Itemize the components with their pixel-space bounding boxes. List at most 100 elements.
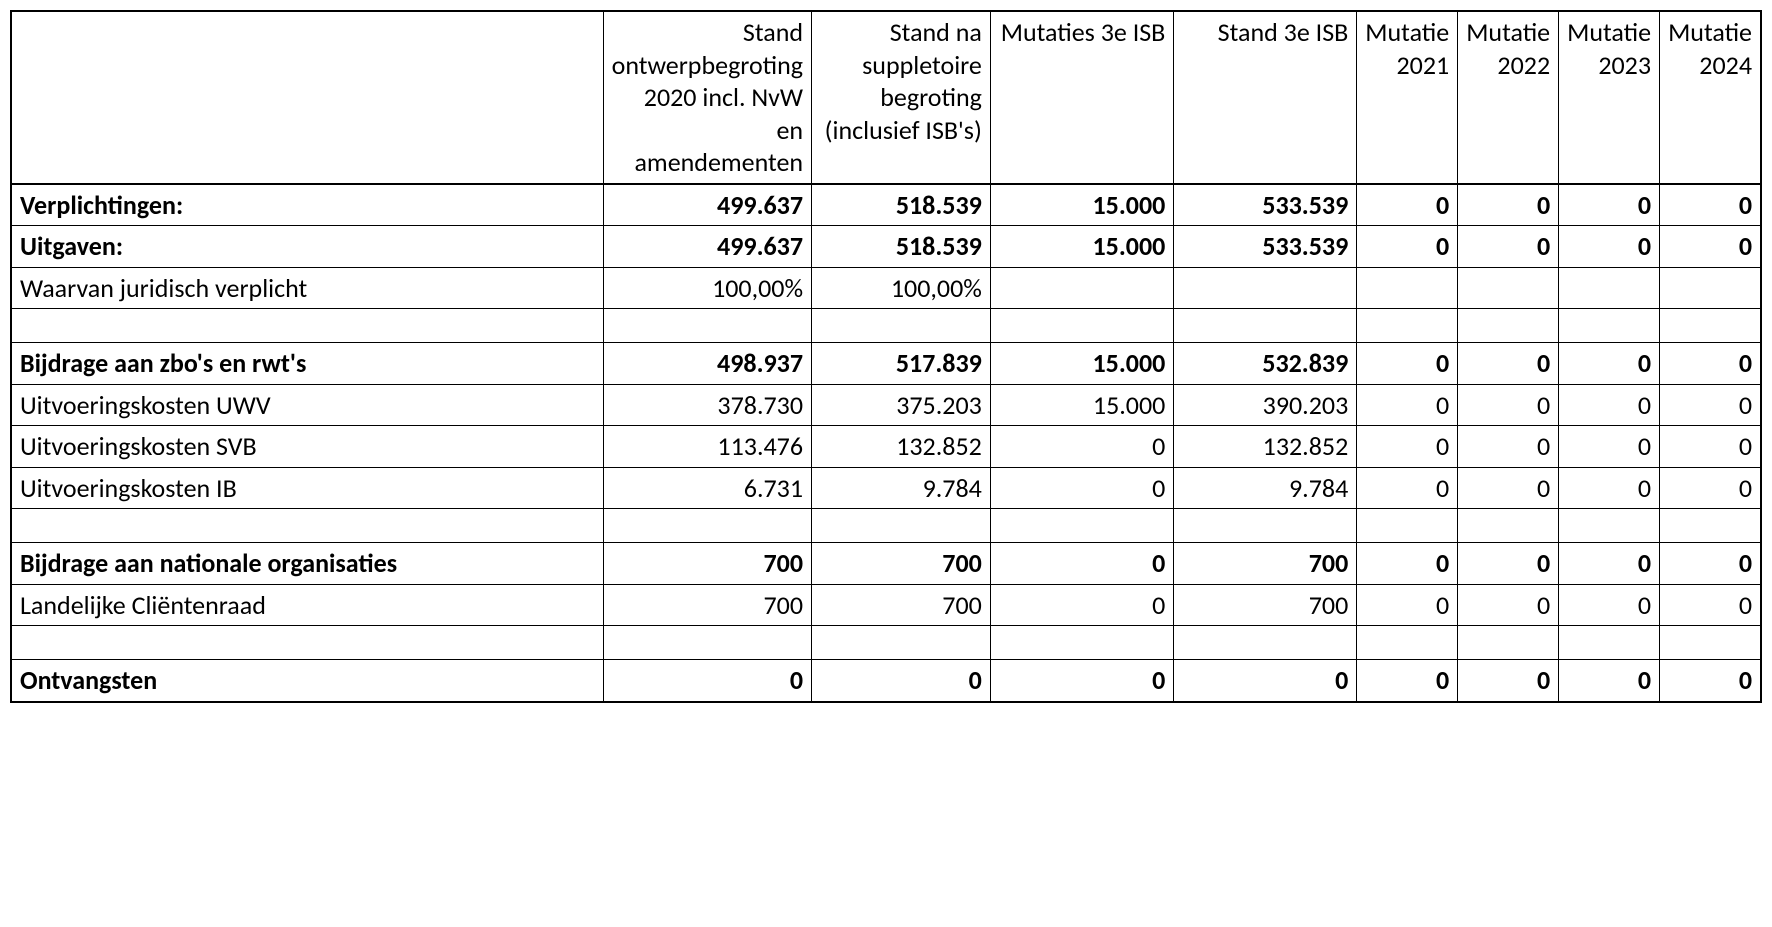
row-value: 0 (812, 660, 991, 702)
row-value (1559, 509, 1660, 543)
row-value: 9.784 (1174, 467, 1357, 509)
table-body: Verplichtingen:499.637518.53915.000533.5… (11, 184, 1761, 702)
row-value: 0 (1559, 426, 1660, 468)
col-header-3: Mutaties 3e ISB (990, 11, 1174, 184)
row-value: 15.000 (990, 226, 1174, 268)
row-value: 6.731 (603, 467, 811, 509)
row-value: 100,00% (812, 267, 991, 309)
row-value (1357, 309, 1458, 343)
row-value: 0 (1357, 226, 1458, 268)
row-value: 0 (1559, 343, 1660, 385)
row-value: 132.852 (1174, 426, 1357, 468)
col-header-2: Stand na suppletoire begroting (inclusie… (812, 11, 991, 184)
row-value: 0 (990, 584, 1174, 626)
table-row: Ontvangsten00000000 (11, 660, 1761, 702)
table-row: Uitgaven:499.637518.53915.000533.5390000 (11, 226, 1761, 268)
row-value (1357, 267, 1458, 309)
row-value (812, 626, 991, 660)
row-value (1458, 626, 1559, 660)
col-header-4: Stand 3e ISB (1174, 11, 1357, 184)
row-label (11, 626, 603, 660)
col-header-8: Mutatie 2024 (1660, 11, 1761, 184)
row-value (1559, 267, 1660, 309)
budget-table: Stand ontwerpbegroting 2020 incl. NvW en… (10, 10, 1762, 703)
row-label: Verplichtingen: (11, 184, 603, 226)
row-value (1559, 626, 1660, 660)
row-value: 518.539 (812, 226, 991, 268)
row-value: 0 (1559, 384, 1660, 426)
row-value (1458, 267, 1559, 309)
row-value (1174, 509, 1357, 543)
row-value: 9.784 (812, 467, 991, 509)
table-row: Bijdrage aan zbo's en rwt's498.937517.83… (11, 343, 1761, 385)
row-value: 0 (1660, 384, 1761, 426)
row-value: 0 (1559, 584, 1660, 626)
row-value: 0 (1458, 184, 1559, 226)
row-label: Uitvoeringskosten SVB (11, 426, 603, 468)
row-value: 0 (1559, 660, 1660, 702)
row-label: Landelijke Cliëntenraad (11, 584, 603, 626)
row-value: 533.539 (1174, 184, 1357, 226)
row-value: 375.203 (812, 384, 991, 426)
row-value: 15.000 (990, 384, 1174, 426)
row-value: 0 (990, 467, 1174, 509)
row-value: 0 (1660, 584, 1761, 626)
row-value: 0 (990, 660, 1174, 702)
row-value: 0 (1174, 660, 1357, 702)
row-value (603, 309, 811, 343)
row-value (990, 267, 1174, 309)
row-value: 0 (1559, 184, 1660, 226)
table-row: Uitvoeringskosten SVB113.476132.8520132.… (11, 426, 1761, 468)
row-value: 0 (1357, 543, 1458, 585)
table-row: Bijdrage aan nationale organisaties70070… (11, 543, 1761, 585)
row-value: 518.539 (812, 184, 991, 226)
row-value: 0 (1559, 543, 1660, 585)
row-value: 0 (1458, 543, 1559, 585)
row-value: 532.839 (1174, 343, 1357, 385)
row-label (11, 309, 603, 343)
row-value: 0 (1357, 584, 1458, 626)
row-value: 0 (1660, 426, 1761, 468)
row-value: 0 (1357, 467, 1458, 509)
row-value (1357, 626, 1458, 660)
row-value: 15.000 (990, 343, 1174, 385)
row-value: 700 (1174, 543, 1357, 585)
table-row: Uitvoeringskosten UWV378.730375.20315.00… (11, 384, 1761, 426)
row-value: 390.203 (1174, 384, 1357, 426)
row-value: 0 (1458, 226, 1559, 268)
row-label: Ontvangsten (11, 660, 603, 702)
row-value: 0 (1660, 184, 1761, 226)
row-value: 0 (1357, 426, 1458, 468)
row-value (1458, 509, 1559, 543)
row-value: 0 (1458, 426, 1559, 468)
row-value: 378.730 (603, 384, 811, 426)
row-label: Uitgaven: (11, 226, 603, 268)
row-value (1660, 309, 1761, 343)
table-row (11, 509, 1761, 543)
row-value (1559, 309, 1660, 343)
table-row (11, 309, 1761, 343)
col-header-6: Mutatie 2022 (1458, 11, 1559, 184)
row-value (1660, 267, 1761, 309)
row-value: 0 (990, 426, 1174, 468)
row-value: 0 (1357, 184, 1458, 226)
row-value: 0 (1458, 467, 1559, 509)
row-value (603, 626, 811, 660)
row-label: Waarvan juridisch verplicht (11, 267, 603, 309)
row-value: 0 (990, 543, 1174, 585)
row-value: 700 (812, 584, 991, 626)
row-value (1660, 626, 1761, 660)
row-value: 0 (1559, 467, 1660, 509)
row-value: 0 (1660, 660, 1761, 702)
row-label: Bijdrage aan zbo's en rwt's (11, 343, 603, 385)
row-value: 0 (1458, 584, 1559, 626)
row-value: 132.852 (812, 426, 991, 468)
row-value: 0 (1357, 660, 1458, 702)
row-label: Uitvoeringskosten IB (11, 467, 603, 509)
row-value (990, 509, 1174, 543)
row-value: 0 (1357, 343, 1458, 385)
row-value: 498.937 (603, 343, 811, 385)
row-value: 0 (1660, 343, 1761, 385)
row-value: 0 (1458, 384, 1559, 426)
col-header-5: Mutatie 2021 (1357, 11, 1458, 184)
